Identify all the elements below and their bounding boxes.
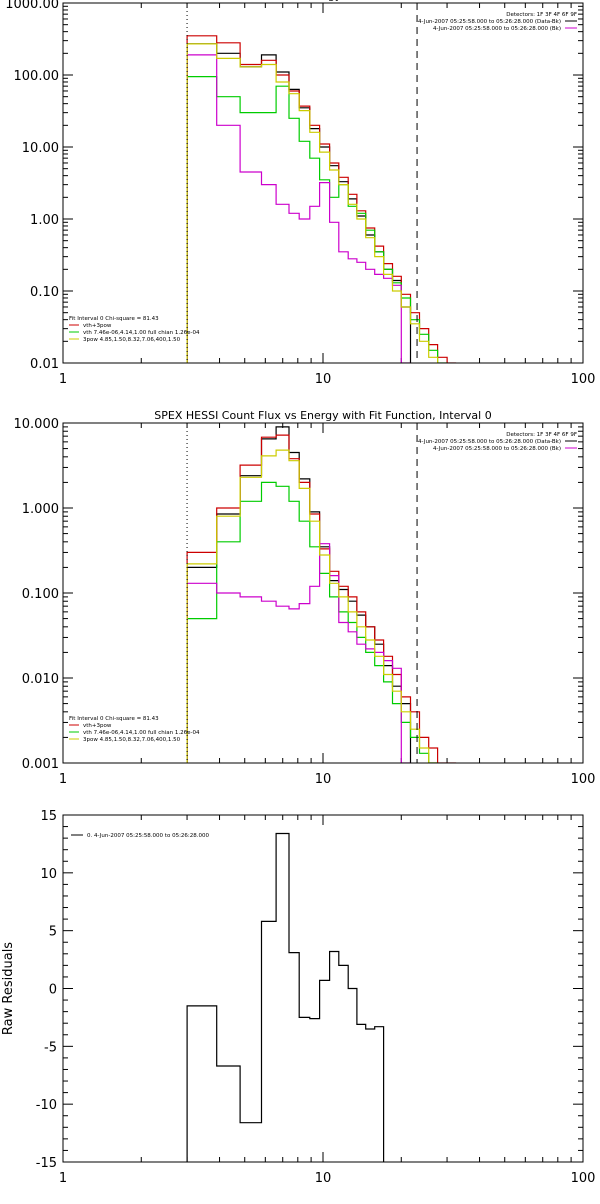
y-tick-label: -10 [36, 1098, 57, 1113]
chart-title: SPEX HESSI Photon Flux vs Energy with Fi… [151, 0, 494, 2]
y-tick-label: 0.100 [22, 587, 59, 602]
series-line-2 [186, 481, 438, 763]
plot-area [186, 832, 385, 1162]
x-tick-label: 10 [315, 372, 332, 387]
fit-legend-text: vth+3pow [83, 323, 112, 329]
fit-legend-text: Fit Interval 0 Chi-square = 81.43 [69, 316, 159, 322]
axes-frame [62, 422, 584, 764]
x-tick-label: 100 [571, 1171, 596, 1186]
plot-area [186, 35, 457, 363]
chart-panel-2: 1 10 100 -15 -10 -5 0 5 10 15 Raw Residuals 0. 4-Ju… [1, 809, 595, 1186]
series-line-1 [186, 434, 457, 763]
y-tick-label: 0.001 [22, 757, 59, 772]
fit-legend-text: Fit Interval 0 Chi-square = 81.43 [69, 716, 159, 722]
y-tick-label: 15 [40, 809, 57, 824]
y-tick-label: -5 [44, 1040, 57, 1055]
legend-text: 0. 4-Jun-2007 05:25:58.000 to 05:26:28.0… [87, 833, 210, 839]
x-tick-label: 100 [571, 772, 596, 787]
y-tick-label: 0.10 [30, 285, 59, 300]
x-tick-label: 1 [59, 1171, 67, 1186]
x-tick-label: 10 [315, 772, 332, 787]
y-tick-label: 10.000 [14, 417, 60, 432]
info-text: Detectors: 1F 3F 4F 6F 9F [506, 432, 577, 438]
y-tick-label: 0 [49, 983, 57, 998]
axes-frame [62, 814, 584, 1163]
y-tick-label: 10.00 [22, 141, 59, 156]
axes-frame [62, 2, 584, 364]
x-tick-label: 100 [571, 372, 596, 387]
chart-title: SPEX HESSI Count Flux vs Energy with Fit… [154, 409, 491, 422]
fit-legend-text: vth 7.46e-06,4.14,1.00 full chian 1.26e-… [83, 330, 200, 336]
y-tick-label: 5 [49, 925, 57, 940]
fit-legend-text: vth+3pow [83, 723, 112, 729]
x-tick-label: 1 [59, 772, 67, 787]
y-tick-label: 1000.00 [5, 0, 59, 12]
info-text: 4-Jun-2007 05:25:58.000 to 05:26:28.000 … [433, 446, 561, 452]
x-tick-label: 1 [59, 372, 67, 387]
y-tick-label: 0.010 [22, 672, 59, 687]
y-tick-label: 10 [40, 867, 57, 882]
y-tick-label: 1.000 [22, 502, 59, 517]
y-tick-label: 1.00 [30, 213, 59, 228]
fit-legend-text: 3pow 4.85,1.50,8.32,7.06,400,1.50 [83, 337, 181, 343]
series-line-0 [186, 832, 385, 1162]
y-axis-label: Raw Residuals [1, 942, 16, 1035]
info-text: Detectors: 1F 3F 4F 6F 9F [506, 12, 577, 18]
series-line-3 [186, 543, 411, 763]
fit-legend-text: 3pow 4.85,1.50,8.32,7.06,400,1.50 [83, 737, 181, 743]
x-tick-label: 10 [315, 1171, 332, 1186]
chart-panel-1: SPEX HESSI Count Flux vs Energy with Fit… [14, 409, 596, 787]
info-text: 4-Jun-2007 05:25:58.000 to 05:26:28.000 … [418, 439, 561, 445]
chart-panel-0: SPEX HESSI Photon Flux vs Energy with Fi… [5, 0, 595, 387]
series-line-1 [186, 35, 457, 363]
series-line-2 [186, 76, 448, 363]
y-tick-label: 0.01 [30, 357, 59, 372]
series-line-4 [186, 449, 438, 763]
fit-legend-text: vth 7.46e-06,4.14,1.00 full chian 1.26e-… [83, 730, 200, 736]
info-text: 4-Jun-2007 05:25:58.000 to 05:26:28.000 … [433, 26, 561, 32]
info-text: 4-Jun-2007 05:25:58.000 to 05:26:28.000 … [418, 19, 561, 25]
plot-area [186, 426, 457, 763]
series-line-4 [186, 43, 439, 363]
y-tick-label: -15 [36, 1156, 57, 1171]
y-tick-label: 100.00 [14, 69, 60, 84]
